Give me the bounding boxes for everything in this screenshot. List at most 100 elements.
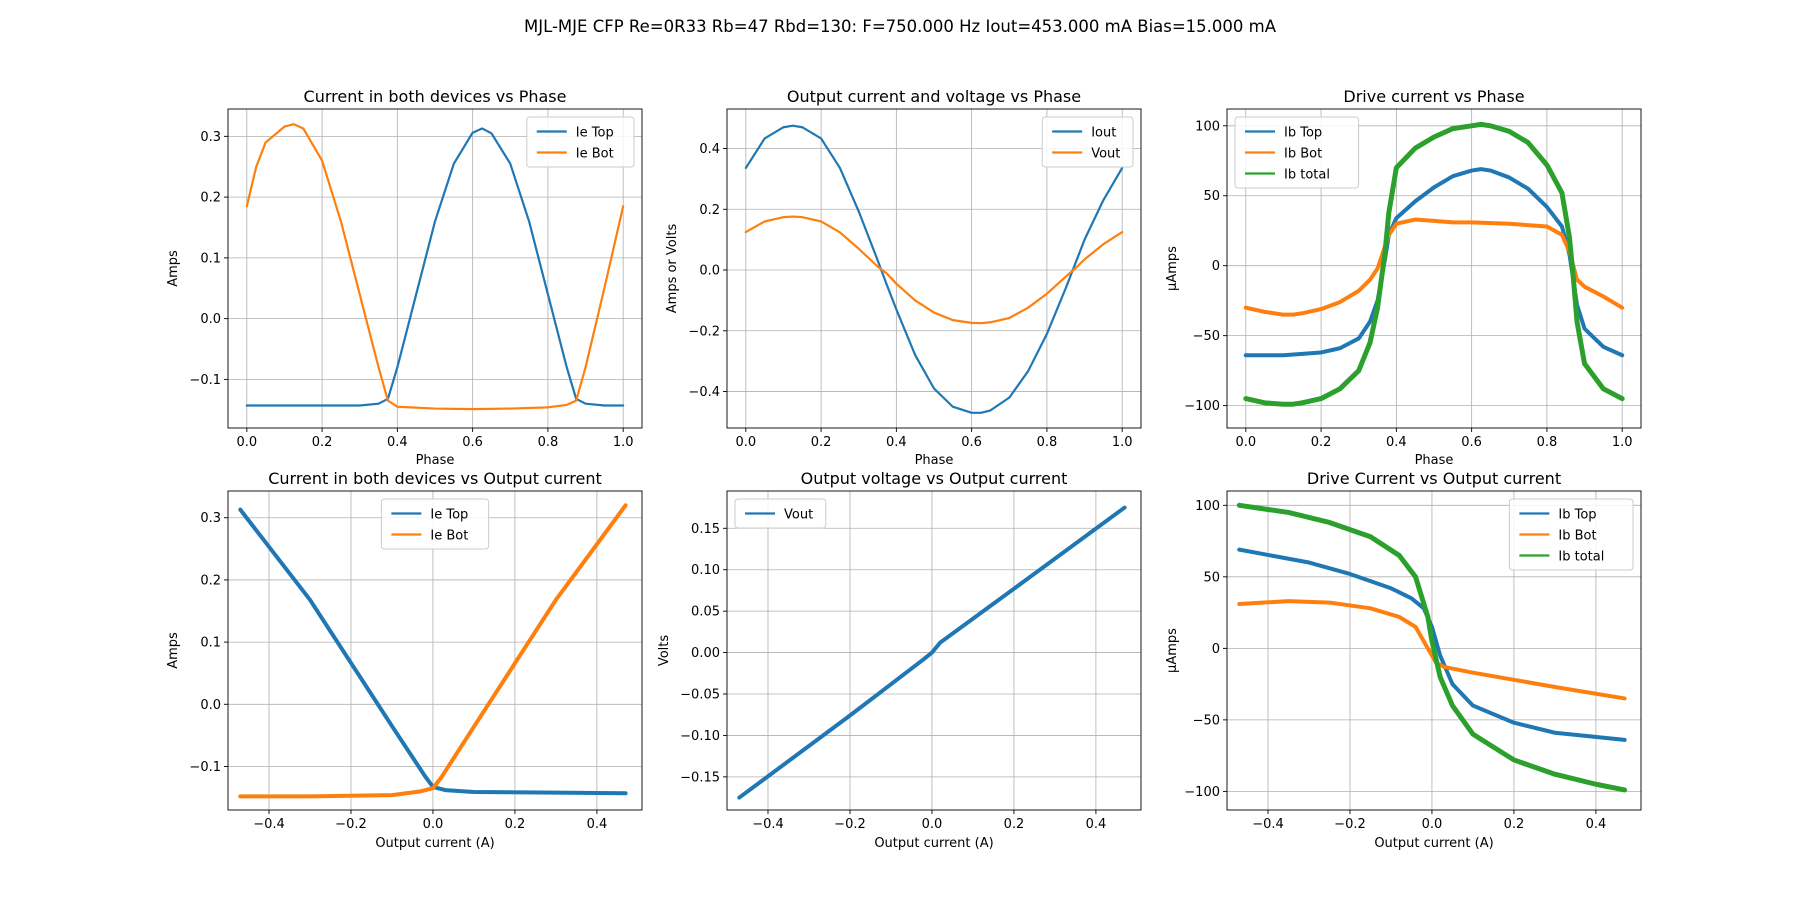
axes-frame	[1226, 490, 1642, 811]
subplot-title: Output voltage vs Output current	[801, 469, 1068, 488]
y-axis-label: µAmps	[1165, 628, 1180, 673]
legend: Iout Vout	[1041, 116, 1134, 168]
x-tick-label: 0.4	[587, 817, 608, 832]
y-tick-label: −50	[1193, 329, 1220, 344]
x-axis-label: Output current (A)	[375, 836, 494, 851]
y-tick-label: 0.10	[691, 563, 720, 578]
x-tick-label: 0.2	[312, 435, 333, 450]
legend-label: Ie Bot	[430, 529, 468, 544]
legend-label: Vout	[784, 508, 813, 523]
x-tick-label: 0.8	[1037, 435, 1058, 450]
axes-frame	[726, 490, 1142, 811]
y-tick-label: 100	[1195, 499, 1220, 514]
x-tick-label: 0.2	[811, 435, 832, 450]
subplot-title: Current in both devices vs Phase	[304, 87, 567, 106]
y-tick-label: 0.0	[699, 264, 720, 279]
series-group	[245, 123, 625, 411]
subplot-title: Current in both devices vs Output curren…	[268, 469, 602, 488]
y-tick-label: 0.0	[200, 312, 221, 327]
x-tick-label: 0.0	[1235, 435, 1256, 450]
x-tick-label: −0.2	[834, 817, 866, 832]
series-line-ie-bot	[238, 503, 628, 799]
legend: Ie Top Ie Bot	[526, 116, 635, 168]
x-tick-label: −0.2	[335, 817, 367, 832]
y-axis-label: Amps	[166, 632, 181, 669]
x-tick-label: 0.4	[886, 435, 907, 450]
x-axis-label: Phase	[416, 453, 455, 468]
subplot-6: −0.4 −0.2 0.0 0.2 0.4 −100 −50 0 50 100 Drive Curr…	[1165, 469, 1642, 851]
y-tick-label: 0.15	[691, 522, 720, 537]
subplot-title: Output current and voltage vs Phase	[787, 87, 1081, 106]
x-axis-label: Phase	[915, 453, 954, 468]
legend-label: Ie Top	[576, 126, 614, 141]
y-tick-label: −0.4	[688, 385, 720, 400]
series-group	[1243, 121, 1625, 407]
x-tick-label: 0.0	[1422, 817, 1443, 832]
x-tick-label: 0.0	[236, 435, 257, 450]
x-tick-label: 0.4	[1386, 435, 1407, 450]
legend-box	[1041, 116, 1134, 168]
legend-box	[526, 116, 635, 168]
y-tick-label: −100	[1184, 399, 1220, 414]
x-tick-label: −0.4	[253, 817, 285, 832]
subplot-1: 0.0 0.2 0.4 0.6 0.8 1.0 −0.1 0.0 0.1 0.2 0.3 Curren…	[166, 87, 643, 468]
y-tick-label: 100	[1195, 119, 1220, 134]
legend-label: Ie Top	[430, 508, 468, 523]
axes-frame	[726, 108, 1142, 429]
legend: Ib Top Ib Bot Ib total	[1234, 116, 1360, 189]
axes-frame	[1226, 108, 1642, 429]
x-tick-label: 0.0	[735, 435, 756, 450]
legend-label: Vout	[1091, 147, 1120, 162]
x-tick-label: 0.4	[1086, 817, 1107, 832]
y-tick-label: 0	[1212, 642, 1220, 657]
series-line-ib-total	[1243, 121, 1625, 407]
x-tick-label: 0.2	[505, 817, 526, 832]
legend-box	[1508, 498, 1634, 571]
series-group	[238, 503, 628, 799]
y-tick-label: 0.2	[200, 191, 221, 206]
y-tick-label: 0.1	[200, 636, 221, 651]
y-tick-label: 50	[1203, 570, 1220, 585]
legend-label: Iout	[1091, 126, 1116, 141]
y-tick-label: −100	[1184, 785, 1220, 800]
x-axis-label: Output current (A)	[1374, 836, 1493, 851]
axes-frame	[227, 108, 643, 429]
y-tick-label: 0.2	[200, 573, 221, 588]
x-tick-label: 0.6	[1461, 435, 1482, 450]
x-axis-label: Phase	[1415, 453, 1454, 468]
subplot-5: −0.4 −0.2 0.0 0.2 0.4 −0.15 −0.10 −0.05 0.00 0.05…	[657, 469, 1142, 851]
series-group	[1236, 502, 1628, 793]
legend-label: Ib Top	[1284, 126, 1322, 141]
subplot-3: 0.0 0.2 0.4 0.6 0.8 1.0 −100 −50 0 50 100 Drive cur…	[1165, 87, 1642, 468]
legend-label: Ib Bot	[1284, 147, 1322, 162]
x-tick-label: 0.4	[1586, 817, 1607, 832]
y-tick-label: −0.15	[680, 770, 720, 785]
x-tick-label: 1.0	[613, 435, 634, 450]
y-tick-label: −0.05	[680, 688, 720, 703]
legend-label: Ib total	[1558, 550, 1604, 565]
series-group	[744, 124, 1124, 414]
subplot-title: Drive current vs Phase	[1343, 87, 1524, 106]
y-tick-label: 50	[1203, 189, 1220, 204]
legend: Ie Top Ie Bot	[380, 498, 490, 550]
series-line-iout	[744, 124, 1124, 414]
series-line-vout	[737, 505, 1127, 800]
x-tick-label: 0.6	[462, 435, 483, 450]
x-tick-label: 0.4	[387, 435, 408, 450]
series-line-vout	[744, 215, 1124, 325]
y-tick-label: −0.1	[189, 373, 221, 388]
subplot-2: 0.0 0.2 0.4 0.6 0.8 1.0 −0.4 −0.2 0.0 0.2 0.4 Outpu…	[665, 87, 1142, 468]
series-line-ib-top	[1243, 167, 1625, 358]
series-group	[737, 505, 1127, 800]
x-axis-label: Output current (A)	[874, 836, 993, 851]
legend-label: Ib Bot	[1558, 529, 1596, 544]
y-tick-label: 0.0	[200, 698, 221, 713]
series-line-ie-bot	[245, 123, 625, 411]
x-tick-label: −0.4	[1252, 817, 1284, 832]
axes-frame	[227, 490, 643, 811]
series-line-ib-bot	[1237, 599, 1627, 701]
y-tick-label: 0.2	[699, 203, 720, 218]
figure-suptitle: MJL-MJE CFP Re=0R33 Rb=47 Rbd=130: F=750…	[524, 17, 1277, 36]
legend-label: Ie Bot	[576, 147, 614, 162]
